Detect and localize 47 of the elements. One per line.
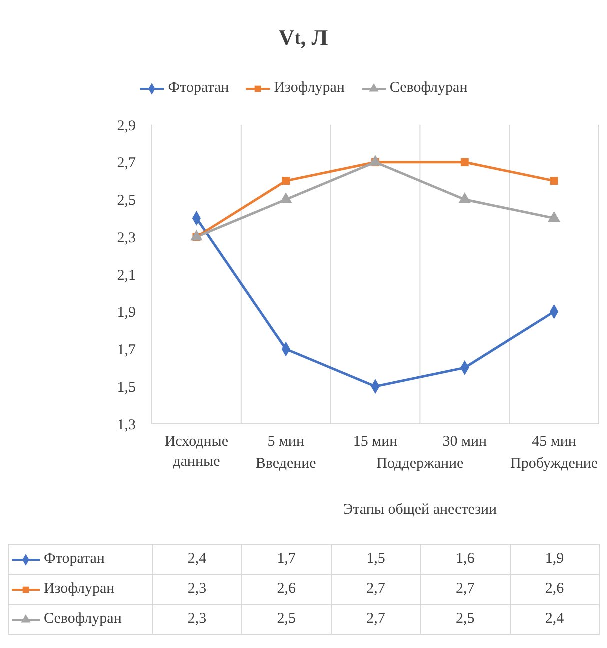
text: Этапы общей анестезии xyxy=(342,502,498,519)
data-label: 2,4 xyxy=(510,604,600,634)
x-tick-label: Исходные данные xyxy=(164,434,229,470)
text: Введение xyxy=(256,456,316,472)
data-label: 2,6 xyxy=(510,574,600,604)
legend-label: Фторатан xyxy=(167,80,230,97)
x-tick-label: 15 мин xyxy=(353,434,398,450)
data-label: 2,3 xyxy=(152,574,242,604)
point xyxy=(459,193,471,204)
x-tick-label: 45 мин xyxy=(532,434,576,450)
y-tick-label: 1,5 xyxy=(117,380,136,396)
x-tick-label: 5 мин xyxy=(268,434,304,450)
legend-label: Изофлуран xyxy=(273,80,345,97)
point xyxy=(548,212,560,222)
y-tick-label: 2,5 xyxy=(117,193,136,210)
data-label: 2,3 xyxy=(152,604,242,634)
data-label: 2,7 xyxy=(331,604,421,634)
y-tick-label: 1,9 xyxy=(117,305,136,322)
point xyxy=(370,156,382,166)
y-tick-label: 1,3 xyxy=(117,417,136,434)
point xyxy=(550,177,558,186)
y-tick-label: 2,3 xyxy=(117,230,136,246)
data-label: 2,5 xyxy=(242,604,332,634)
data-label: 2,7 xyxy=(331,574,421,604)
text: Поддержание xyxy=(376,456,465,473)
point xyxy=(280,193,292,204)
data-label: 1,9 xyxy=(510,544,600,574)
text: Севофлуран xyxy=(44,611,122,627)
x-tick-label: 30 мин xyxy=(442,434,488,450)
text: Пробуждение xyxy=(510,456,600,473)
legend-label: Севофлуран xyxy=(388,80,468,97)
y-tick-label: 2,9 xyxy=(117,118,136,134)
y-tick-label: 1,7 xyxy=(117,342,136,359)
data-label: 2,6 xyxy=(242,574,332,604)
data-label: 1,6 xyxy=(420,544,510,574)
point xyxy=(460,158,469,166)
data-label: 2,7 xyxy=(420,574,510,604)
y-tick-label: 2,1 xyxy=(117,268,136,284)
point xyxy=(190,230,202,241)
data-label: 1,5 xyxy=(331,544,421,574)
text: Фторатан xyxy=(44,551,105,567)
y-tick-label: 2,7 xyxy=(117,156,136,172)
point xyxy=(282,177,290,186)
text: Изофлуран xyxy=(44,581,115,597)
data-label: 2,4 xyxy=(152,544,242,574)
data-label: 2,5 xyxy=(420,604,510,634)
data-label: 1,7 xyxy=(242,544,332,574)
